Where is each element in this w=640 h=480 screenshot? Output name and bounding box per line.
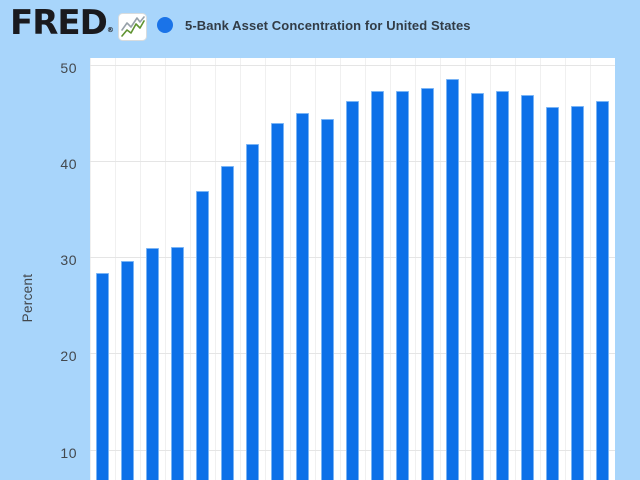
legend-series-label: 5-Bank Asset Concentration for United St… (185, 18, 471, 33)
vertical-gridline (590, 58, 591, 480)
fred-logo-line-chart-icon (118, 13, 147, 41)
bar[interactable] (521, 95, 534, 480)
vertical-gridline (190, 58, 191, 480)
vertical-gridline (390, 58, 391, 480)
vertical-gridline (215, 58, 216, 480)
vertical-gridline (515, 58, 516, 480)
vertical-gridline (540, 58, 541, 480)
y-axis-tick-label: 30 (60, 252, 77, 268)
vertical-gridline (140, 58, 141, 480)
bar[interactable] (171, 247, 184, 480)
vertical-gridline (465, 58, 466, 480)
fred-logo[interactable]: FRED® (10, 5, 114, 48)
bar[interactable] (321, 119, 334, 480)
vertical-gridline (365, 58, 366, 480)
bar[interactable] (121, 261, 134, 480)
bar[interactable] (371, 91, 384, 480)
fred-logo-text: FRED (10, 3, 108, 43)
bar[interactable] (396, 91, 409, 480)
chart-header: FRED® 5-Bank Asset Concentration for Uni… (0, 0, 640, 50)
bar[interactable] (471, 93, 484, 480)
y-axis-tick-label: 10 (60, 445, 77, 461)
fred-logo-registered-mark: ® (106, 26, 114, 34)
vertical-gridline (90, 58, 91, 480)
bar[interactable] (546, 107, 559, 480)
y-axis-tick-label: 20 (60, 348, 77, 364)
vertical-gridline (240, 58, 241, 480)
bar[interactable] (446, 79, 459, 480)
y-axis-title: Percent (20, 273, 35, 323)
y-axis-tick-label: 40 (60, 156, 77, 172)
bar[interactable] (421, 88, 434, 480)
bar[interactable] (271, 123, 284, 480)
bar[interactable] (221, 166, 234, 480)
vertical-gridline (115, 58, 116, 480)
vertical-gridline (440, 58, 441, 480)
bar[interactable] (196, 191, 209, 480)
bar[interactable] (96, 273, 109, 480)
bar[interactable] (346, 101, 359, 480)
horizontal-gridline (90, 65, 615, 66)
vertical-gridline (315, 58, 316, 480)
legend-series-dot-icon (157, 17, 173, 33)
bar[interactable] (596, 101, 609, 480)
vertical-gridline (290, 58, 291, 480)
bar[interactable] (246, 144, 259, 480)
bar[interactable] (571, 106, 584, 480)
vertical-gridline (415, 58, 416, 480)
bar[interactable] (146, 248, 159, 480)
plot-area (90, 58, 615, 480)
vertical-gridline (565, 58, 566, 480)
vertical-gridline (490, 58, 491, 480)
bar[interactable] (496, 91, 509, 480)
vertical-gridline (165, 58, 166, 480)
bar[interactable] (296, 113, 309, 480)
y-axis-tick-label: 50 (60, 60, 77, 76)
vertical-gridline (265, 58, 266, 480)
vertical-gridline (340, 58, 341, 480)
